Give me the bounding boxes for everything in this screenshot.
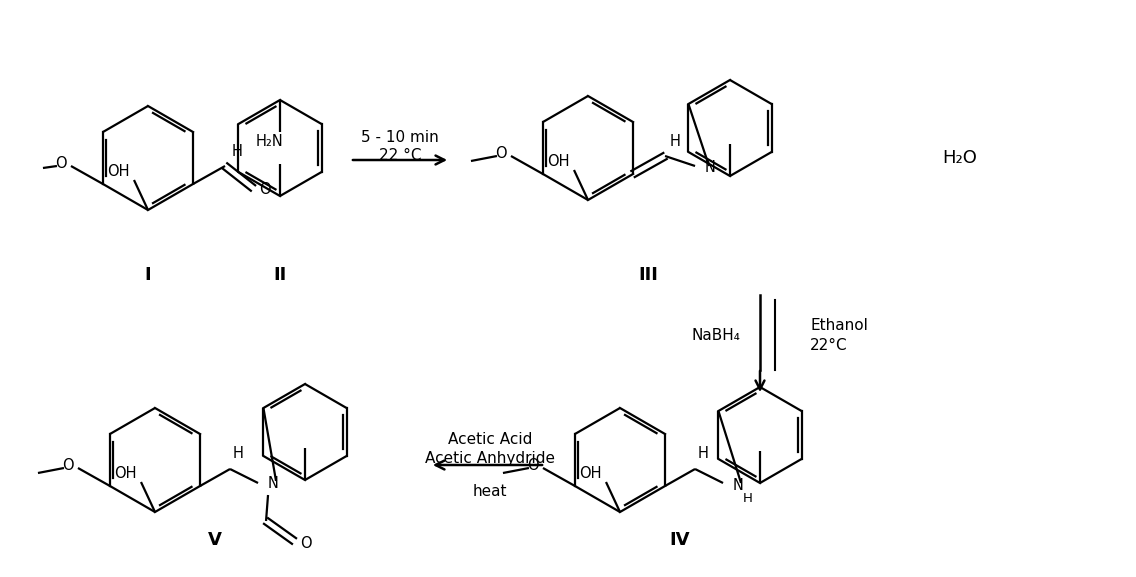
Text: V: V — [208, 531, 222, 549]
Text: N: N — [268, 475, 279, 490]
Text: N: N — [733, 478, 744, 493]
Text: O: O — [300, 535, 312, 550]
Text: O: O — [62, 458, 74, 473]
Text: OH: OH — [578, 466, 601, 481]
Text: NaBH₄: NaBH₄ — [691, 328, 740, 343]
Text: OH: OH — [114, 466, 136, 481]
Text: Ethanol: Ethanol — [810, 317, 868, 332]
Text: Acetic Acid: Acetic Acid — [448, 433, 532, 448]
Text: I: I — [144, 266, 151, 284]
Text: II: II — [274, 266, 286, 284]
Text: H: H — [233, 447, 243, 462]
Text: OH: OH — [546, 155, 569, 170]
Text: 5 - 10 min: 5 - 10 min — [361, 130, 438, 145]
Text: 22 °C: 22 °C — [378, 148, 421, 163]
Text: heat: heat — [473, 485, 508, 500]
Text: H: H — [669, 134, 680, 149]
Text: O: O — [56, 155, 67, 170]
Text: O: O — [259, 182, 270, 197]
Text: III: III — [638, 266, 658, 284]
Text: IV: IV — [670, 531, 691, 549]
Text: H₂O: H₂O — [943, 149, 977, 167]
Text: OH: OH — [107, 164, 130, 179]
Text: N: N — [705, 160, 716, 175]
Text: Acetic Anhydride: Acetic Anhydride — [425, 451, 556, 466]
Text: O: O — [527, 458, 538, 473]
Text: H: H — [743, 493, 753, 505]
Text: H: H — [232, 144, 242, 159]
Text: 22°C: 22°C — [810, 338, 847, 353]
Text: O: O — [495, 145, 507, 160]
Text: H: H — [698, 447, 709, 462]
Text: H₂N: H₂N — [256, 134, 284, 149]
